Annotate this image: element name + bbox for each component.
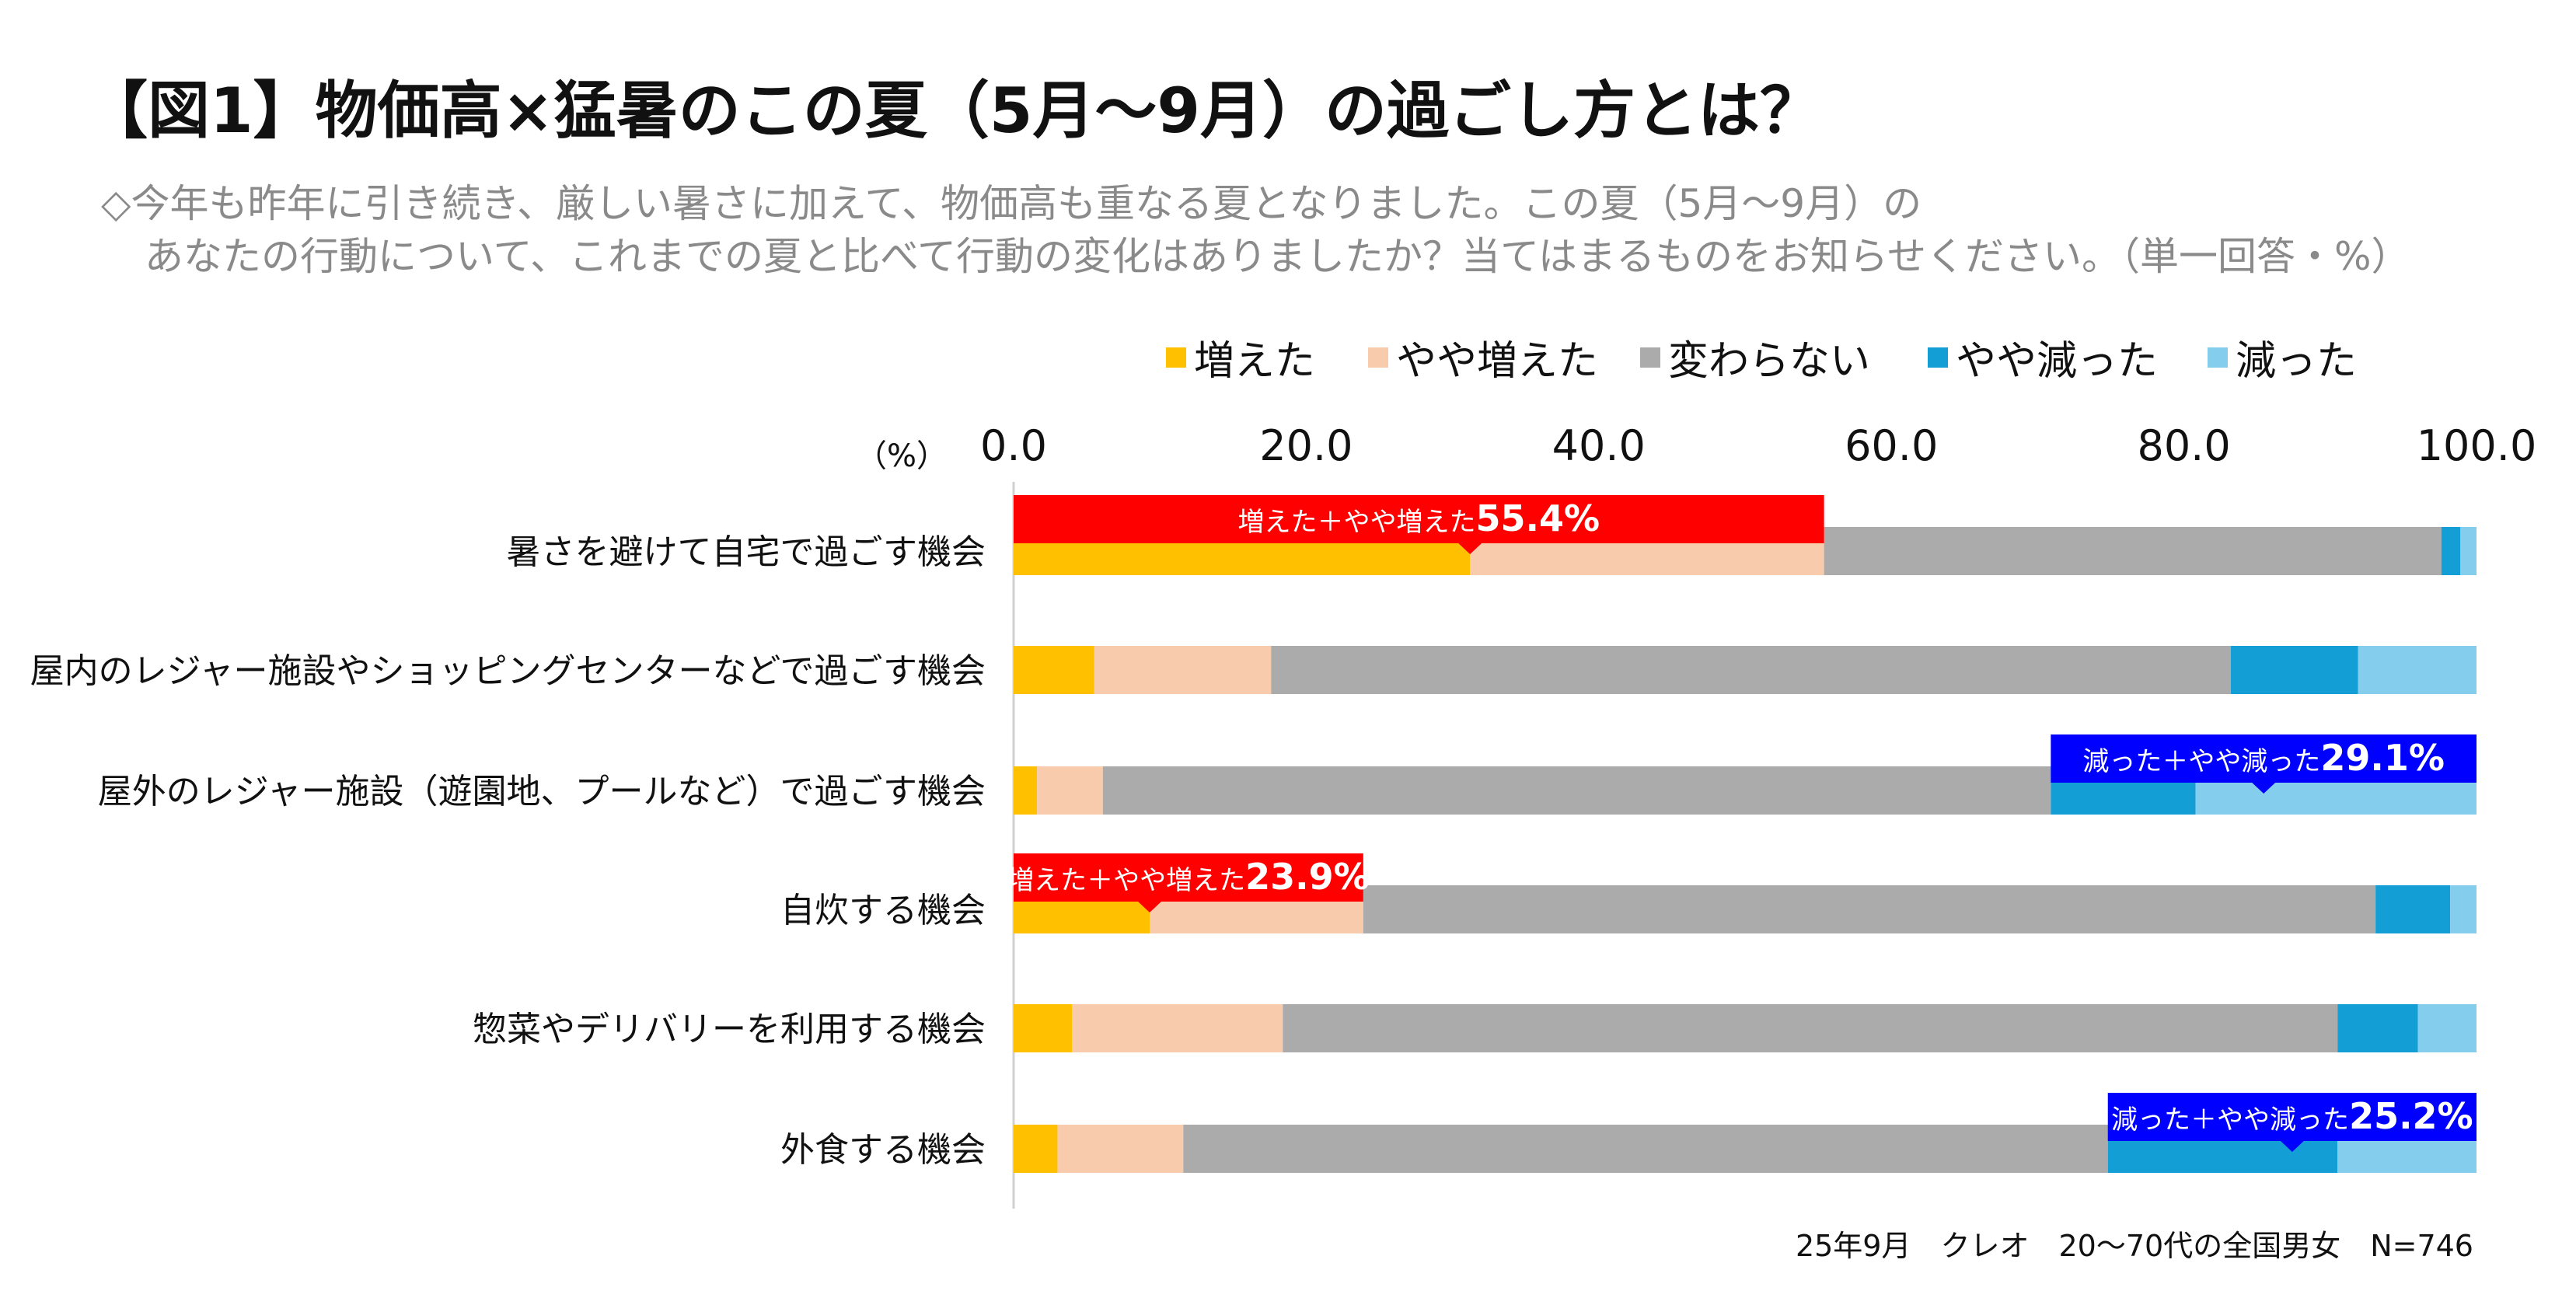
callout-value: 29.1%	[2320, 737, 2445, 779]
bar-segment	[1037, 766, 1103, 815]
category-label: 暑さを避けて自宅で過ごす機会	[507, 532, 986, 572]
bar-segment	[2460, 527, 2477, 575]
callout-box	[2107, 1093, 2477, 1141]
category-label: 屋内のレジャー施設やショッピングセンターなどで過ごす機会	[30, 651, 986, 691]
legend-swatch	[1166, 347, 1186, 368]
bar-segment	[2450, 885, 2477, 933]
x-tick-label: 80.0	[2137, 421, 2230, 470]
bar-segment	[2441, 527, 2461, 575]
x-tick-label: 20.0	[1259, 421, 1353, 470]
subtitle-line-1: ◇今年も昨年に引き続き、厳しい暑さに加えて、物価高も重なる夏となりました。この夏…	[101, 181, 1922, 226]
bar-segment	[1057, 1125, 1184, 1173]
legend-label: 増えた	[1194, 338, 1315, 385]
callout-label: 減った＋やや減った25.2%	[2111, 1095, 2473, 1137]
callout-value: 23.9%	[1245, 856, 1370, 898]
legend-label: 変わらない	[1668, 338, 1870, 385]
bar-segment	[1094, 646, 1272, 694]
bar-segment	[1072, 1004, 1283, 1052]
callout-box	[1014, 853, 1363, 902]
callout-value: 25.2%	[2349, 1095, 2473, 1137]
callout-label: 増えた＋やや増えた55.4%	[1238, 497, 1600, 539]
category-label: 屋外のレジャー施設（遊園地、プールなど）で過ごす機会	[98, 772, 986, 811]
legend-label: 減った	[2236, 338, 2357, 385]
bar-segment	[1014, 646, 1094, 694]
callout-label: 増えた＋やや増えた23.9%	[1007, 856, 1370, 898]
bar-segment	[1183, 1125, 2108, 1173]
bar-segment	[2230, 646, 2358, 694]
callout-text: 減った＋やや減った	[2111, 1104, 2349, 1136]
callout-label: 減った＋やや減った29.1%	[2082, 737, 2445, 779]
callout-pointer	[2279, 1140, 2305, 1152]
bar-segment	[1283, 1004, 2338, 1052]
legend-swatch	[1928, 347, 1948, 368]
category-label: 自炊する機会	[780, 891, 986, 930]
bar-segment	[2375, 885, 2451, 933]
unit-label: （%）	[856, 438, 948, 474]
x-tick-label: 100.0	[2417, 421, 2537, 470]
legend-label: やや減った	[1956, 338, 2158, 385]
bar-segment	[1014, 1125, 1058, 1173]
subtitle-line-2: あなたの行動について、これまでの夏と比べて行動の変化はありましたか？当てはまるも…	[145, 234, 2410, 279]
bar-segment	[1824, 527, 2442, 575]
callout-value: 55.4%	[1476, 497, 1600, 539]
bar-segment	[2417, 1004, 2477, 1052]
bar-segment	[2358, 646, 2477, 694]
legend-swatch	[2208, 347, 2228, 368]
bar-segment	[1102, 766, 2051, 815]
bar-segment	[1014, 766, 1038, 815]
x-tick-label: 0.0	[980, 421, 1047, 470]
legend-swatch	[1368, 347, 1388, 368]
legend-swatch	[1640, 347, 1660, 368]
bar-segment	[2337, 1004, 2418, 1052]
bar-segment	[1363, 885, 2376, 933]
chart-title: 【図1】物価高×猛暑のこの夏（5月～9月）の過ごし方とは？	[86, 75, 1823, 147]
callout-box	[2051, 734, 2477, 783]
bar-segment	[1014, 1004, 1073, 1052]
category-label: 外食する機会	[780, 1130, 986, 1170]
callout-pointer	[1137, 901, 1163, 912]
x-tick-label: 40.0	[1552, 421, 1646, 470]
category-label: 惣菜やデリバリーを利用する機会	[473, 1010, 986, 1049]
bar-segment	[1271, 646, 2231, 694]
callout-text: 減った＋やや減った	[2082, 746, 2320, 777]
callout-pointer	[2251, 782, 2277, 794]
source-note: 25年9月 クレオ 20～70代の全国男女 N=746	[1795, 1229, 2473, 1263]
callout-pointer	[1457, 543, 1483, 554]
callout-text: 増えた＋やや増えた	[1007, 865, 1245, 896]
callout-text: 増えた＋やや増えた	[1238, 507, 1476, 538]
x-tick-label: 60.0	[1845, 421, 1938, 470]
callout-box	[1014, 495, 1824, 543]
legend-label: やや増えた	[1396, 338, 1598, 385]
